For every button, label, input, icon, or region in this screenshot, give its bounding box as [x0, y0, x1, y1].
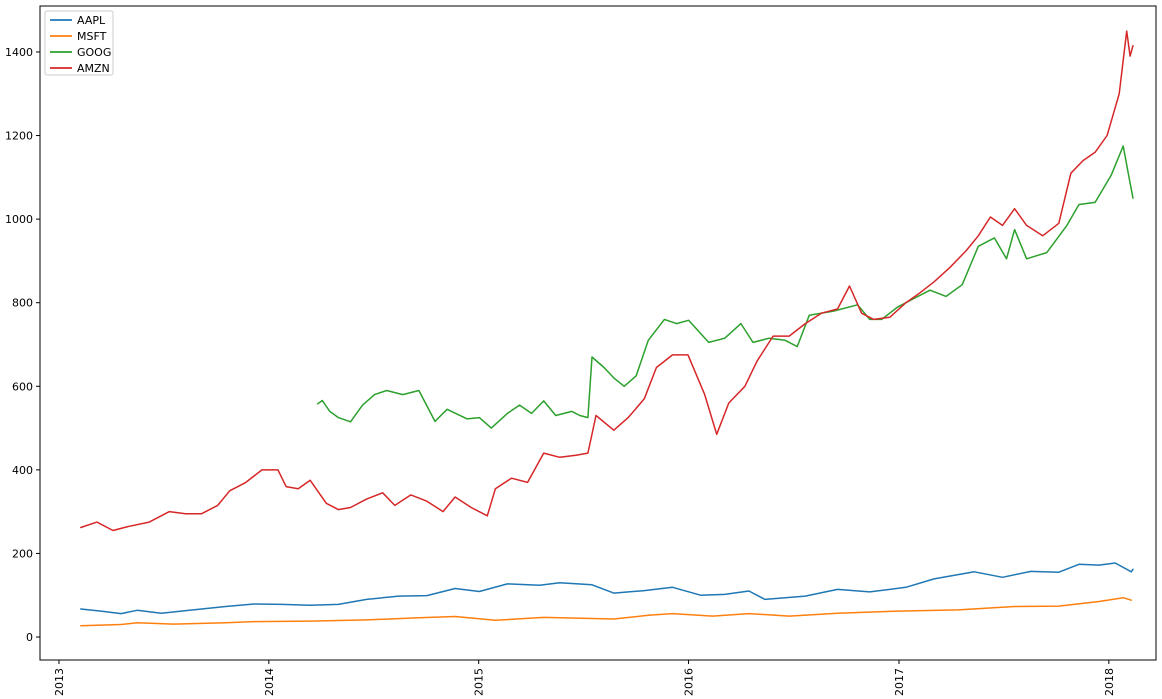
plot-frame	[39, 5, 1157, 661]
series-line-aapl	[80, 562, 1134, 615]
x-tick-label: 2016	[683, 668, 696, 696]
series-line-goog	[316, 145, 1134, 429]
y-tick-label: 800	[12, 297, 33, 310]
legend: AAPL MSFT GOOG AMZN	[44, 10, 114, 76]
legend-label-aapl: AAPL	[77, 14, 106, 27]
y-tick-label: 400	[12, 464, 33, 477]
y-tick-label: 0	[26, 631, 33, 644]
x-axis: 2013 2014 2015 2016 2017 2018	[53, 660, 1116, 696]
legend-label-amzn: AMZN	[77, 62, 110, 75]
y-tick-label: 600	[12, 380, 33, 393]
y-tick-label: 200	[12, 547, 33, 560]
y-axis: 0 200 400 600 800 1000 1200 1400	[5, 46, 40, 644]
series-layer	[80, 30, 1134, 627]
x-tick-label: 2018	[1103, 668, 1116, 696]
y-tick-label: 1400	[5, 46, 33, 59]
x-tick-label: 2017	[893, 668, 906, 696]
series-line-amzn	[80, 30, 1134, 532]
x-tick-label: 2013	[53, 668, 66, 696]
x-tick-label: 2014	[263, 668, 276, 696]
legend-label-msft: MSFT	[77, 30, 107, 43]
series-line-msft	[80, 596, 1133, 627]
legend-box	[44, 10, 114, 76]
y-tick-label: 1000	[5, 213, 33, 226]
x-tick-label: 2015	[473, 668, 486, 696]
y-tick-label: 1200	[5, 130, 33, 143]
legend-label-goog: GOOG	[77, 46, 111, 59]
